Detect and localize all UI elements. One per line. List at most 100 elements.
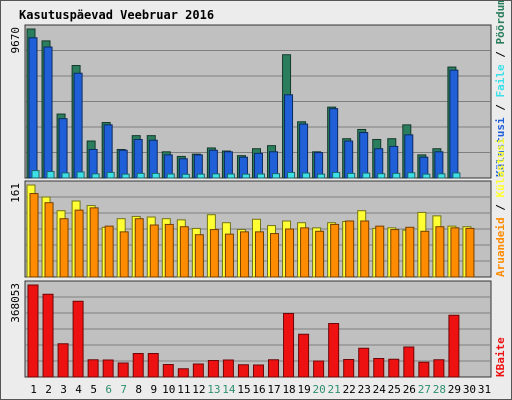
bar-sites-day-23: [360, 220, 370, 278]
bar-kbytes-day-25: [388, 358, 400, 378]
bar-kbytes-day-26: [403, 346, 415, 378]
bar-sites-day-24: [375, 225, 385, 278]
bar-kbytes-day-3: [57, 343, 69, 378]
bar-files-day-9: [151, 172, 160, 179]
bar-hits-day-19: [299, 123, 309, 179]
bar-sites-day-9: [149, 224, 159, 278]
panel-kbytes: 368053: [9, 280, 492, 378]
bar-kbytes-day-17: [268, 359, 280, 378]
bar-files-day-3: [61, 172, 70, 179]
bar-sites-day-30: [465, 227, 475, 278]
bar-files-day-18: [287, 171, 296, 179]
bar-files-day-21: [332, 171, 341, 179]
bar-kbytes-day-12: [192, 363, 204, 378]
legend-top: Külastusi / Faile / Pöördumisi: [494, 1, 507, 177]
bar-kbytes-day-11: [177, 368, 189, 378]
bar-files-day-12: [196, 173, 205, 179]
bar-kbytes-day-15: [237, 364, 249, 378]
bar-hits-day-29: [449, 69, 459, 179]
bar-files-day-17: [272, 173, 281, 179]
bar-sites-day-17: [270, 233, 280, 278]
bar-sites-day-26: [405, 226, 415, 278]
x-tick-label-15: 15: [237, 383, 250, 396]
bar-sites-day-25: [390, 229, 400, 278]
bar-sites-day-21: [330, 223, 340, 278]
x-tick-label-31: 31: [478, 383, 491, 396]
x-tick-label-6: 6: [105, 383, 112, 396]
bar-hits-day-22: [344, 140, 354, 179]
x-tick-label-26: 26: [403, 383, 416, 396]
legend-top-part: /: [494, 45, 507, 65]
bar-kbytes-day-27: [418, 361, 430, 378]
bar-files-day-24: [377, 173, 386, 179]
legend-top-part: Faile: [494, 64, 507, 97]
bar-kbytes-day-8: [132, 353, 144, 378]
bar-sites-day-22: [345, 220, 355, 278]
legend-top-part: Külastusi: [494, 117, 507, 177]
bar-sites-day-20: [315, 230, 325, 278]
bar-files-day-13: [211, 173, 220, 179]
x-tick-label-7: 7: [120, 383, 127, 396]
x-tick-label-18: 18: [282, 383, 295, 396]
x-tick-label-2: 2: [45, 383, 52, 396]
bar-kbytes-day-21: [328, 323, 340, 378]
bar-hits-day-2: [43, 46, 53, 179]
bar-files-day-1: [31, 170, 40, 179]
bar-hits-day-9: [148, 139, 158, 179]
bar-files-day-4: [76, 171, 85, 179]
bar-kbytes-day-6: [102, 359, 114, 378]
bar-files-day-5: [91, 173, 100, 179]
bar-files-day-14: [226, 173, 235, 179]
bar-kbytes-day-16: [252, 364, 264, 378]
bar-sites-day-18: [285, 228, 295, 278]
bar-hits-day-18: [284, 94, 294, 179]
x-axis-ticks: 1 2 3 4 5 6 7 8 9 10 11 12 13 14 15 16 17 18 19 20 21 22 23 24 2…: [30, 383, 491, 396]
bar-sites-day-16: [254, 231, 264, 278]
x-tick-label-27: 27: [418, 383, 431, 396]
bar-kbytes-day-9: [147, 353, 159, 378]
bar-files-day-2: [46, 171, 55, 179]
bar-files-day-10: [166, 173, 175, 179]
bar-kbytes-day-7: [117, 362, 129, 378]
bar-sites-day-2: [44, 202, 54, 278]
legend-middle-part: Aruandeid: [494, 217, 507, 277]
bar-files-day-28: [437, 173, 446, 179]
bar-sites-day-7: [119, 231, 129, 278]
x-tick-label-19: 19: [297, 383, 310, 396]
x-tick-label-11: 11: [177, 383, 190, 396]
bar-kbytes-day-29: [448, 314, 460, 378]
bar-kbytes-day-28: [433, 359, 445, 378]
bar-files-day-6: [106, 171, 115, 179]
x-tick-label-4: 4: [75, 383, 82, 396]
bar-kbytes-day-24: [373, 358, 385, 378]
bar-hits-day-8: [133, 138, 143, 179]
y-axis-max-label: 9670: [9, 27, 22, 54]
bar-files-day-8: [136, 172, 145, 179]
x-tick-label-5: 5: [90, 383, 97, 396]
bar-kbytes-day-10: [162, 364, 174, 378]
bar-hits-day-4: [73, 72, 83, 179]
x-tick-label-30: 30: [463, 383, 476, 396]
bar-sites-day-6: [104, 225, 114, 278]
legend-middle-part: /: [494, 198, 507, 218]
bar-kbytes-day-13: [207, 360, 219, 378]
bar-hits-day-21: [329, 108, 339, 179]
x-tick-label-3: 3: [60, 383, 67, 396]
bar-sites-day-13: [209, 229, 219, 278]
bar-kbytes-day-2: [42, 293, 54, 378]
bar-sites-day-19: [300, 227, 310, 278]
bar-kbytes-day-5: [87, 359, 99, 378]
bar-files-day-16: [256, 173, 265, 179]
x-tick-label-21: 21: [328, 383, 341, 396]
bar-sites-day-1: [29, 193, 39, 278]
bar-files-day-29: [452, 172, 461, 179]
bar-kbytes-day-22: [343, 359, 355, 378]
bar-sites-day-10: [164, 223, 174, 278]
bar-kbytes-day-14: [222, 359, 234, 378]
bar-files-day-11: [181, 173, 190, 179]
bar-sites-day-11: [179, 226, 189, 278]
bar-sites-day-8: [134, 218, 144, 278]
x-tick-label-9: 9: [150, 383, 157, 396]
x-tick-label-20: 20: [313, 383, 326, 396]
bar-hits-day-1: [28, 37, 38, 179]
